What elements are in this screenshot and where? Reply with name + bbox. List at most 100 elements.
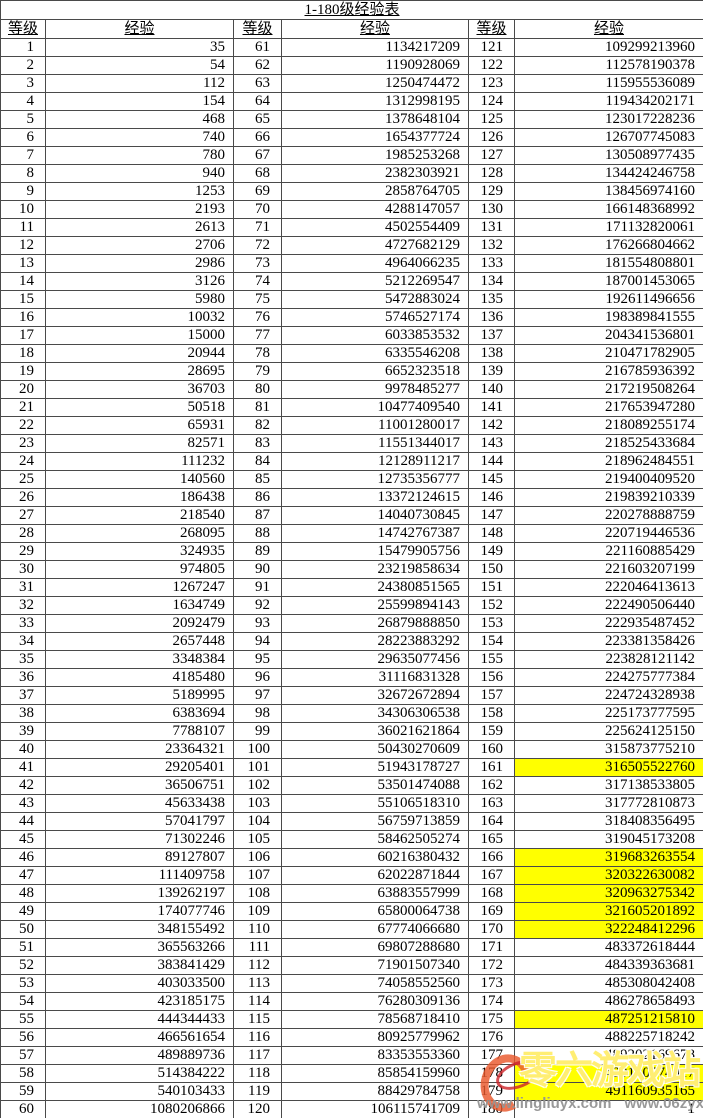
level-cell: 37 <box>0 686 46 705</box>
level-cell: 15 <box>0 290 46 309</box>
exp-cell: 1080206866 <box>45 1100 234 1118</box>
table-row: 27 218540 87 14040730845 147 220278888759 <box>0 506 703 525</box>
level-cell: 55 <box>0 1010 46 1029</box>
level-cell: 47 <box>0 866 46 885</box>
level-cell: 43 <box>0 794 46 813</box>
level-cell: 151 <box>468 578 515 597</box>
level-cell: 25 <box>0 470 46 489</box>
level-cell: 56 <box>0 1028 46 1047</box>
level-cell: 147 <box>468 506 515 525</box>
level-cell: 80 <box>233 380 282 399</box>
exp-cell: 423185175 <box>45 992 234 1011</box>
exp-cell: 60216380432 <box>281 848 469 867</box>
exp-cell: 25599894143 <box>281 596 469 615</box>
exp-cell: 83353553360 <box>281 1046 469 1065</box>
exp-cell: 36506751 <box>45 776 234 795</box>
level-cell: 19 <box>0 362 46 381</box>
level-cell: 54 <box>0 992 46 1011</box>
exp-cell: 216785936392 <box>514 362 703 381</box>
exp-cell: 489202169678 <box>514 1046 703 1065</box>
exp-cell: 219839210339 <box>514 488 703 507</box>
col-header-exp-2: 经验 <box>281 19 469 39</box>
level-cell: 94 <box>233 632 282 651</box>
exp-cell: 6335546208 <box>281 344 469 363</box>
level-cell: 128 <box>468 164 515 183</box>
level-cell: 58 <box>0 1064 46 1083</box>
level-cell: 119 <box>233 1082 282 1101</box>
table-row: 1 35 61 1134217209 121 109299213960 <box>0 38 703 57</box>
exp-cell: 50430270609 <box>281 740 469 759</box>
exp-cell: 140560 <box>45 470 234 489</box>
table-title-text: 1-180级经验表 <box>304 1 400 18</box>
table-row: 30 974805 90 23219858634 150 221603207199 <box>0 560 703 579</box>
exp-cell: 940 <box>45 164 234 183</box>
level-cell: 93 <box>233 614 282 633</box>
exp-cell: 54 <box>45 56 234 75</box>
exp-cell: 4964066235 <box>281 254 469 273</box>
level-cell: 4 <box>0 92 46 111</box>
table-row: 24 111232 84 12128911217 144 218962484551 <box>0 452 703 471</box>
level-cell: 34 <box>0 632 46 651</box>
exp-cell: 55106518310 <box>281 794 469 813</box>
level-cell: 96 <box>233 668 282 687</box>
exp-cell: 320322630082 <box>514 866 703 885</box>
exp-cell: 89127807 <box>45 848 234 867</box>
level-cell: 71 <box>233 218 282 237</box>
level-cell: 51 <box>0 938 46 957</box>
exp-cell: 484339363681 <box>514 956 703 975</box>
exp-cell: 2193 <box>45 200 234 219</box>
exp-cell: 192611496656 <box>514 290 703 309</box>
exp-cell: 486278658493 <box>514 992 703 1011</box>
level-cell: 35 <box>0 650 46 669</box>
level-cell: 21 <box>0 398 46 417</box>
table-row: 29 324935 89 15479905756 149 221160885429 <box>0 542 703 561</box>
exp-cell: 490180574017 <box>514 1064 703 1083</box>
level-cell: 40 <box>0 740 46 759</box>
level-cell: 50 <box>0 920 46 939</box>
level-cell: 39 <box>0 722 46 741</box>
exp-cell: 319045173208 <box>514 830 703 849</box>
level-cell: 168 <box>468 884 515 903</box>
level-cell: 123 <box>468 74 515 93</box>
level-cell: 67 <box>233 146 282 165</box>
exp-cell: 222935487452 <box>514 614 703 633</box>
exp-cell: 317138533805 <box>514 776 703 795</box>
col-header-exp-3: 经验 <box>514 19 703 39</box>
level-cell: 130 <box>468 200 515 219</box>
exp-cell: 10032 <box>45 308 234 327</box>
level-cell: 85 <box>233 470 282 489</box>
level-cell: 109 <box>233 902 282 921</box>
exp-cell: 187001453065 <box>514 272 703 291</box>
level-cell: 179 <box>468 1082 515 1101</box>
level-cell: 59 <box>0 1082 46 1101</box>
level-cell: 122 <box>468 56 515 75</box>
exp-cell: 468 <box>45 110 234 129</box>
level-cell: 110 <box>233 920 282 939</box>
level-cell: 2 <box>0 56 46 75</box>
exp-cell: 65931 <box>45 416 234 435</box>
exp-cell: 76280309136 <box>281 992 469 1011</box>
table-row: 2 54 62 1190928069 122 112578190378 <box>0 56 703 75</box>
level-cell: 29 <box>0 542 46 561</box>
exp-cell: 138456974160 <box>514 182 703 201</box>
level-cell: 12 <box>0 236 46 255</box>
exp-cell: 210471782905 <box>514 344 703 363</box>
exp-cell: 139262197 <box>45 884 234 903</box>
level-cell: 99 <box>233 722 282 741</box>
level-cell: 162 <box>468 776 515 795</box>
level-cell: 163 <box>468 794 515 813</box>
level-cell: 167 <box>468 866 515 885</box>
table-row: 41 29205401 101 51943178727 161 316505522760 <box>0 758 703 777</box>
exp-cell: 225624125150 <box>514 722 703 741</box>
level-cell: 17 <box>0 326 46 345</box>
col-header-level-3: 等级 <box>468 19 515 39</box>
exp-cell: 4727682129 <box>281 236 469 255</box>
level-cell: 161 <box>468 758 515 777</box>
level-cell: 6 <box>0 128 46 147</box>
level-cell: 1 <box>0 38 46 57</box>
table-row: 46 89127807 106 60216380432 166 319683263554 <box>0 848 703 867</box>
exp-cell: 23364321 <box>45 740 234 759</box>
exp-cell: 56759713859 <box>281 812 469 831</box>
exp-cell: 14742767387 <box>281 524 469 543</box>
